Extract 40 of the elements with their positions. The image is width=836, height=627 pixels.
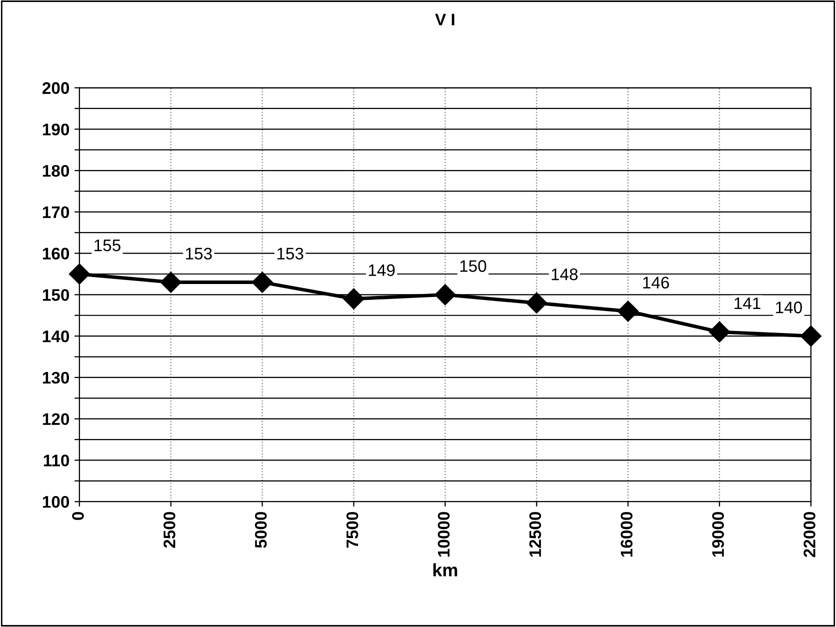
data-label: 153 bbox=[186, 248, 212, 260]
y-tick-label: 160 bbox=[42, 248, 70, 260]
point bbox=[252, 272, 273, 293]
data-label: 148 bbox=[552, 268, 578, 280]
x-tick-label: 0 bbox=[72, 512, 84, 520]
y-tick-label: 140 bbox=[42, 330, 70, 342]
y-tick-label: 130 bbox=[42, 372, 70, 384]
x-axis-title: km bbox=[433, 563, 458, 576]
data-label: 150 bbox=[460, 260, 486, 272]
y-tick-label: 150 bbox=[42, 289, 70, 301]
chart-title: V I bbox=[435, 14, 454, 26]
point bbox=[618, 300, 639, 322]
data-label: 153 bbox=[277, 248, 304, 260]
data-label: 141 bbox=[734, 298, 760, 310]
y-tick-label: 170 bbox=[42, 206, 70, 218]
y-tick-label: 120 bbox=[42, 413, 70, 426]
x-tick-label: 7500 bbox=[346, 512, 358, 548]
data-label: 140 bbox=[776, 302, 802, 314]
x-tick-label: 16000 bbox=[620, 512, 633, 557]
point bbox=[708, 321, 730, 342]
y-tick-label: 100 bbox=[42, 496, 70, 508]
data-label: 146 bbox=[643, 276, 670, 289]
x-tick-label: 22000 bbox=[804, 512, 816, 558]
y-tick-label: 200 bbox=[42, 82, 70, 94]
y-tick-label: 190 bbox=[42, 124, 70, 136]
point bbox=[68, 263, 90, 285]
x-tick-label: 10000 bbox=[438, 512, 450, 557]
point bbox=[343, 288, 364, 310]
y-tick-label: 180 bbox=[42, 164, 70, 177]
x-tick-label: 19000 bbox=[712, 512, 724, 557]
y-tick-label: 110 bbox=[44, 454, 70, 466]
point bbox=[160, 272, 182, 293]
x-tick-label: 12500 bbox=[529, 512, 542, 557]
point bbox=[800, 326, 822, 347]
point bbox=[526, 292, 548, 314]
data-label: 155 bbox=[94, 240, 120, 252]
data-label: 149 bbox=[368, 264, 395, 276]
x-tick-label: 5000 bbox=[254, 512, 267, 548]
point bbox=[434, 284, 456, 306]
x-tick-label: 2500 bbox=[164, 512, 176, 548]
